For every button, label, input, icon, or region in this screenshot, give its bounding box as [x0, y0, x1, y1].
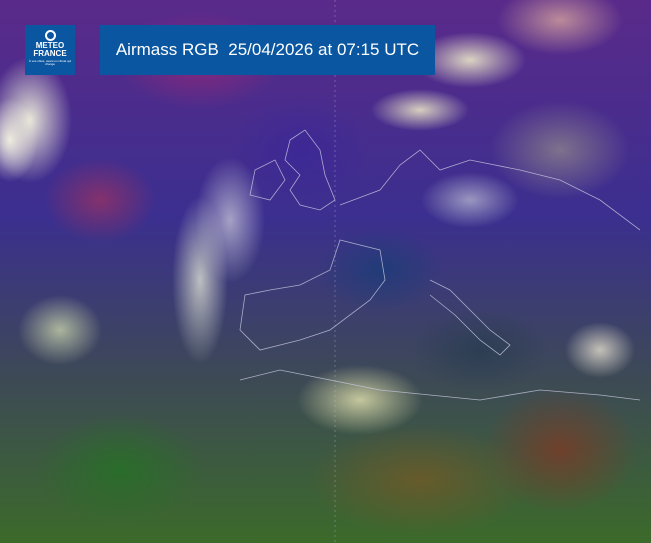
image-title: Airmass RGB 25/04/2026 at 07:15 UTC: [100, 25, 435, 75]
logo-tagline: À vos côtés, avant un climat qui change: [28, 59, 72, 66]
italy-coastline: [429, 279, 511, 356]
iberia-coastline: [239, 239, 386, 351]
africa-coastline: [239, 369, 641, 401]
uk-coastline: [284, 129, 336, 211]
meteo-france-logo: METEO FRANCE À vos côtés, avant un clima…: [25, 25, 75, 75]
logo-text-line2: FRANCE: [33, 49, 67, 58]
logo-text-line1: METEO: [35, 41, 65, 50]
ireland-coastline: [249, 159, 286, 201]
europe-coastline: [339, 149, 641, 231]
logo-icon: [44, 30, 56, 41]
